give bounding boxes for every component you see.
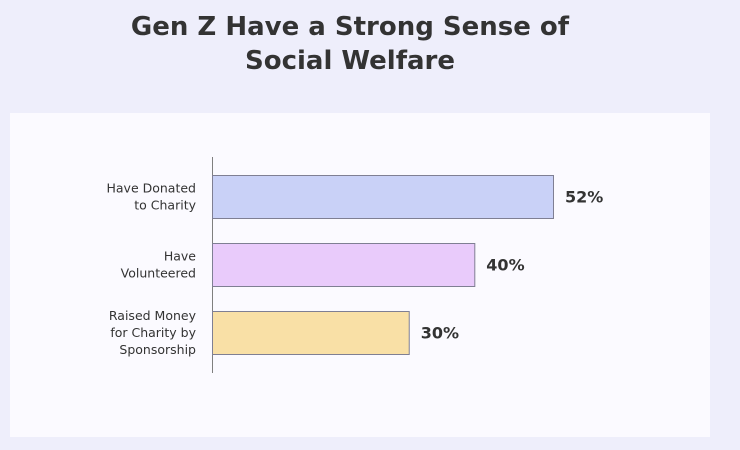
value-label-3: 30% (421, 324, 459, 343)
category-label-line: Sponsorship (119, 342, 196, 357)
value-label-1: 52% (565, 188, 603, 207)
chart-title-line-2: Social Welfare (244, 46, 456, 76)
category-label-line: for Charity by (110, 325, 196, 340)
value-label-2: 40% (486, 256, 524, 275)
category-label-2: Have Volunteered (121, 249, 197, 281)
category-label-3: Raised Money for Charity by Sponsorship (109, 308, 197, 357)
bar-1 (212, 175, 554, 219)
category-label-line: to Charity (134, 198, 196, 213)
chart-title: Gen Z Have a Strong Sense of Social Welf… (0, 10, 700, 78)
category-label-1: Have Donated to Charity (106, 181, 196, 213)
bar-3 (212, 311, 410, 355)
chart-marks: 52% Have Donated to Charity 40% Have Voluntee… (106, 175, 603, 357)
category-label-line: Raised Money (109, 308, 197, 323)
category-label-line: Have (164, 249, 196, 264)
category-label-line: Volunteered (121, 266, 196, 281)
bar-2 (212, 243, 476, 287)
chart-title-line-1: Gen Z Have a Strong Sense of (130, 12, 570, 42)
category-label-line: Have Donated (106, 181, 196, 196)
